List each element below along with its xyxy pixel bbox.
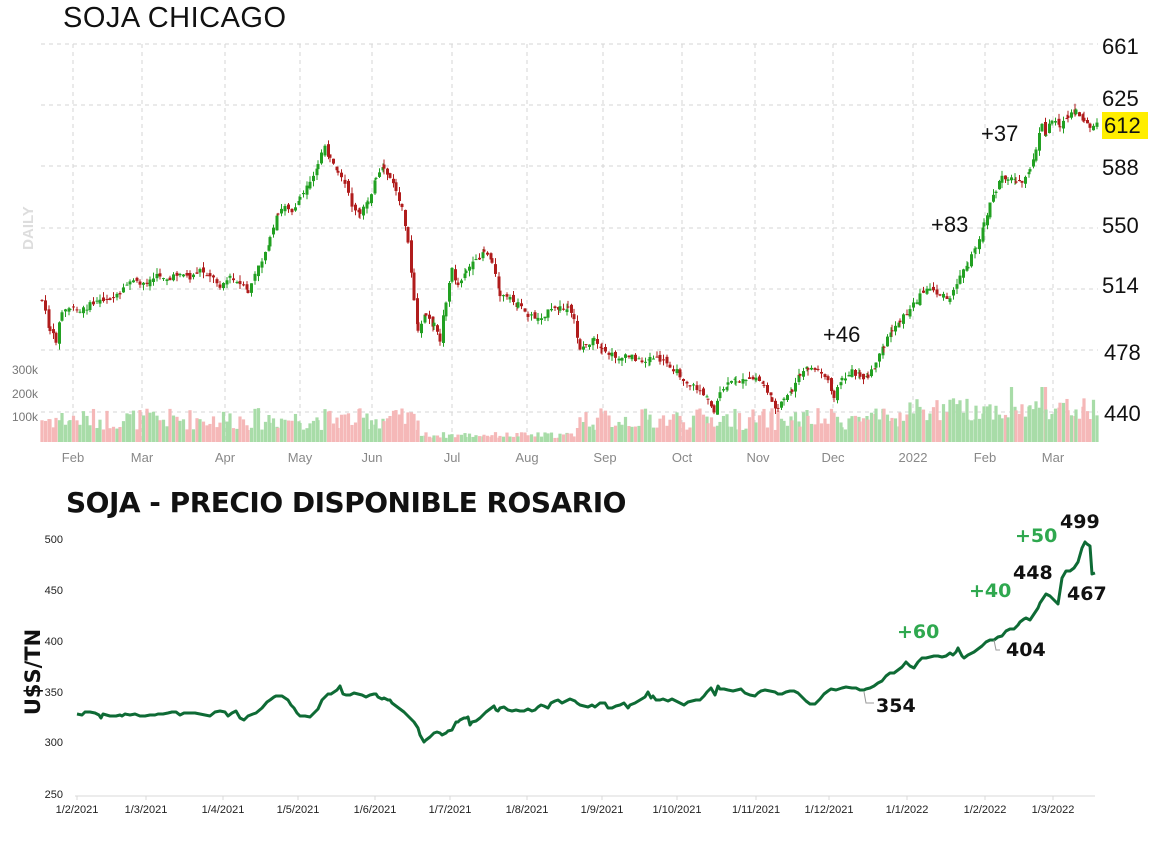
volume-tick: 300k [12, 363, 39, 377]
y-tick: 250 [45, 789, 63, 801]
x-tick: Aug [515, 450, 538, 465]
x-tick: 1/3/2022 [1032, 804, 1075, 816]
last-price-highlight [1102, 112, 1148, 139]
volume-axis: 300k 200k 100k [12, 363, 39, 424]
y-tick: 588 [1102, 155, 1139, 180]
volume-tick: 100k [12, 410, 39, 424]
annotation-plus83: +83 [931, 212, 968, 237]
x-tick: 1/1/2022 [886, 804, 929, 816]
y-tick: 440 [1104, 401, 1141, 426]
annotation-354: 354 [876, 695, 916, 717]
x-tick: Apr [215, 450, 236, 465]
y-tick: 478 [1104, 340, 1141, 365]
annotation-404: 404 [1006, 639, 1046, 661]
x-tick: 1/6/2021 [354, 804, 397, 816]
leader-404 [993, 639, 1000, 651]
chicago-y-axis: 661 625 612 588 550 514 478 440 [1102, 34, 1148, 426]
y-tick: 400 [45, 636, 63, 648]
rosario-price-line [76, 540, 1096, 744]
daily-label: DAILY [20, 206, 37, 250]
x-tick: Feb [62, 450, 84, 465]
x-tick: 1/11/2021 [732, 804, 780, 816]
rosario-y-axis-title: U$S/TN [21, 629, 45, 715]
annotation-plus37: +37 [981, 121, 1018, 146]
x-tick: 1/4/2021 [202, 804, 245, 816]
y-tick: 550 [1102, 213, 1139, 238]
x-tick: Dec [821, 450, 845, 465]
y-tick: 661 [1102, 34, 1139, 59]
y-tick: 514 [1102, 273, 1139, 298]
chicago-grid [41, 43, 1098, 442]
x-tick: 1/3/2021 [125, 804, 168, 816]
x-tick: May [288, 450, 313, 465]
price-candles [40, 103, 1099, 415]
x-tick: 2022 [899, 450, 928, 465]
x-tick: 1/7/2021 [429, 804, 472, 816]
x-tick: 1/5/2021 [277, 804, 320, 816]
y-tick: 300 [45, 737, 63, 749]
x-tick: Oct [672, 450, 693, 465]
annotation-plus50: +50 [1015, 525, 1057, 547]
chicago-x-axis: Feb Mar Apr May Jun Jul Aug Sep Oct Nov … [62, 450, 1065, 465]
volume-tick: 200k [12, 387, 39, 401]
x-tick: Mar [1042, 450, 1065, 465]
y-tick: 625 [1102, 86, 1139, 111]
annotation-499: 499 [1060, 511, 1100, 533]
x-tick: 1/8/2021 [506, 804, 549, 816]
x-tick: 1/10/2021 [653, 804, 702, 816]
y-tick: 350 [45, 687, 63, 699]
volume-bars [40, 387, 1099, 442]
rosario-y-axis: 500 450 400 350 300 250 [45, 534, 63, 801]
annotation-448: 448 [1013, 562, 1053, 584]
chicago-chart-title: SOJA CHICAGO [63, 2, 287, 34]
leader-354 [863, 691, 874, 704]
annotation-467: 467 [1067, 583, 1107, 605]
x-tick: Feb [974, 450, 996, 465]
rosario-x-axis: 1/2/2021 1/3/2021 1/4/2021 1/5/2021 1/6/… [56, 804, 1075, 816]
last-price-label: 612 [1104, 113, 1141, 138]
rosario-x-ticks [76, 796, 1054, 800]
chicago-annotations: +46 +83 +37 [823, 121, 1018, 347]
annotation-plus46: +46 [823, 322, 860, 347]
x-tick: 1/9/2021 [581, 804, 624, 816]
rosario-annotations: 354 +60 404 +40 448 +50 499 467 [876, 511, 1107, 717]
y-tick: 450 [45, 585, 63, 597]
y-tick: 500 [45, 534, 63, 546]
annotation-plus60: +60 [897, 621, 939, 643]
annotation-plus40: +40 [969, 580, 1011, 602]
x-tick: Jul [444, 450, 461, 465]
x-tick: Jun [362, 450, 383, 465]
x-tick: 1/12/2021 [805, 804, 854, 816]
rosario-chart-title: SOJA - PRECIO DISPONIBLE ROSARIO [66, 486, 626, 519]
x-tick: 1/2/2022 [964, 804, 1007, 816]
x-tick: Mar [131, 450, 154, 465]
x-tick: 1/2/2021 [56, 804, 99, 816]
x-tick: Nov [746, 450, 770, 465]
x-tick: Sep [593, 450, 616, 465]
